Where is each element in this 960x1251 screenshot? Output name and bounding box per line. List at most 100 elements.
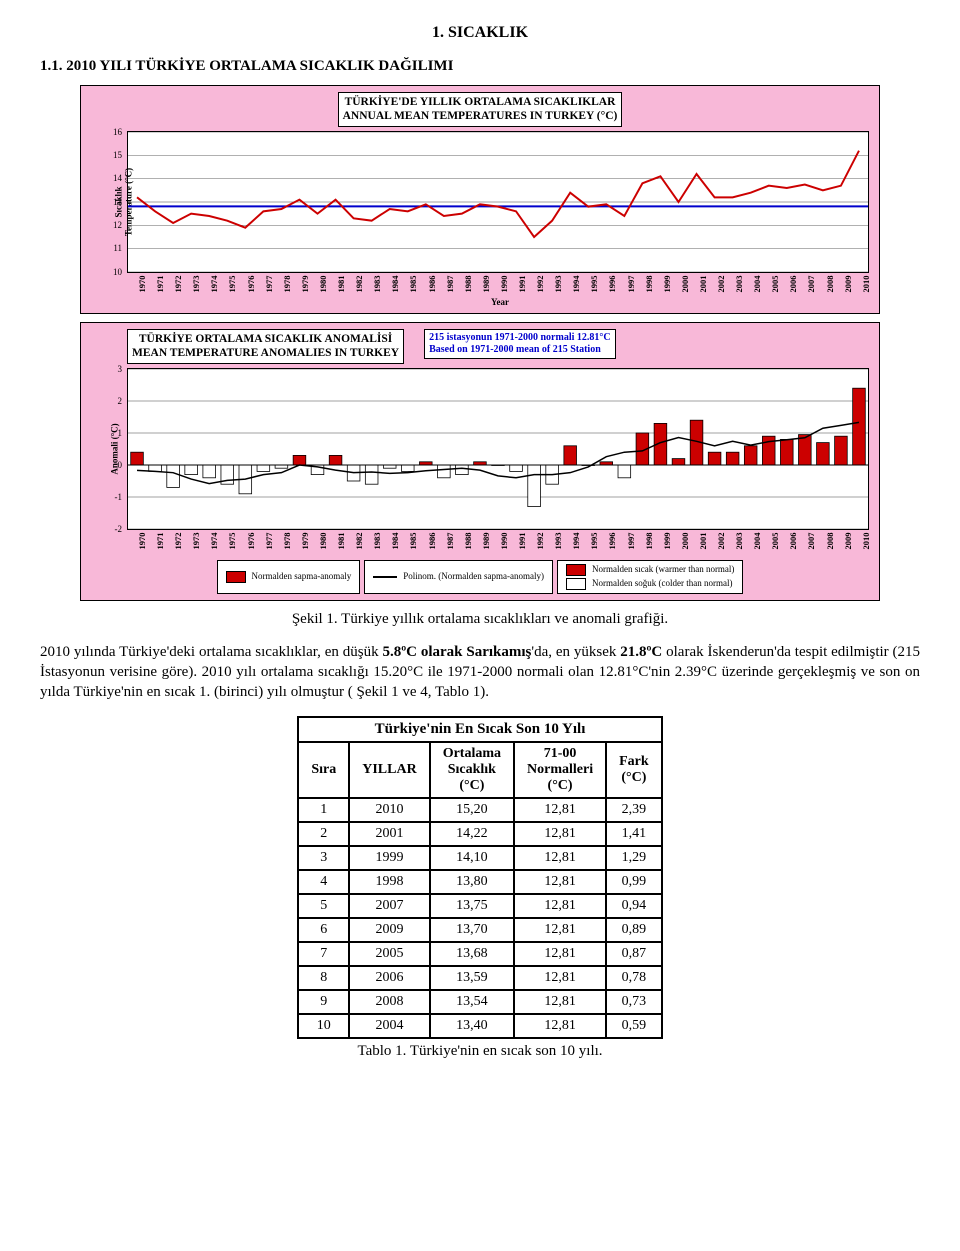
table-caption: Tablo 1. Türkiye'nin en sıcak son 10 yıl… [40,1043,920,1060]
table-cell: 13,68 [430,942,514,966]
chart-1-xlabel: Year [127,297,873,307]
table-row: 7200513,6812,810,87 [298,942,661,966]
para-1a: 2010 yılında Türkiye'deki ortalama sıcak… [40,644,382,660]
table-cell: 3 [298,846,349,870]
table-cell: 0,94 [606,894,662,918]
table-cell: 13,80 [430,870,514,894]
swatch-line-icon [373,576,397,578]
body-paragraph: 2010 yılında Türkiye'deki ortalama sıcak… [40,642,920,703]
legend-anomaly: Normalden sapma-anomaly [217,560,361,594]
table-cell: 10 [298,1014,349,1038]
table-cell: 12,81 [514,966,606,990]
table-cell: 15,20 [430,798,514,822]
chart-1-title: TÜRKİYE'DE YILLIK ORTALAMA SICAKLIKLAR A… [338,92,623,127]
table-row: 4199813,8012,810,99 [298,870,661,894]
table-cell: 2009 [349,918,429,942]
chart-1-title-line1: TÜRKİYE'DE YILLIK ORTALAMA SICAKLIKLAR [345,96,616,108]
chart-1-title-line2: ANNUAL MEAN TEMPERATURES IN TURKEY (°C) [343,110,618,122]
table-cell: 0,78 [606,966,662,990]
table-cell: 12,81 [514,822,606,846]
para-1b: 5.8ºC olarak Sarıkamış [382,644,531,660]
chart-2-legend: Normalden sapma-anomaly Polinom. (Normal… [127,560,833,594]
table-cell: 12,81 [514,990,606,1014]
legend-trend: Polinom. (Normalden sapma-anomaly) [364,560,553,594]
table-cell: 12,81 [514,798,606,822]
table-cell: 2 [298,822,349,846]
swatch-red-icon [226,571,246,583]
table-cell: 1,29 [606,846,662,870]
table-col-ortalama: Ortalama Sıcaklık (°C) [430,742,514,798]
table-cell: 9 [298,990,349,1014]
table-col-fark: Fark (°C) [606,742,662,798]
chart-2-note-line2: Based on 1971-2000 mean of 215 Station [429,344,601,355]
swatch-warm-icon [566,564,586,576]
table-row: 10200413,4012,810,59 [298,1014,661,1038]
chart-1-svg [128,132,868,272]
legend-cold-label: Normalden soğuk (colder than normal) [592,578,732,589]
table-cell: 7 [298,942,349,966]
table-cell: 2,39 [606,798,662,822]
table-cell: 2010 [349,798,429,822]
table-row: 8200613,5912,810,78 [298,966,661,990]
table-cell: 2005 [349,942,429,966]
table-cell: 12,81 [514,918,606,942]
table-cell: 4 [298,870,349,894]
table-cell: 13,40 [430,1014,514,1038]
table-cell: 1999 [349,846,429,870]
table-col-sira: Sıra [298,742,349,798]
chart-2-title-line2: MEAN TEMPERATURE ANOMALIES IN TURKEY [132,347,399,359]
table-row: 3199914,1012,811,29 [298,846,661,870]
table-cell: 5 [298,894,349,918]
table-cell: 2006 [349,966,429,990]
table-row: 9200813,5412,810,73 [298,990,661,1014]
table-cell: 2004 [349,1014,429,1038]
chart-2-yticks: -2-10123 [106,369,124,529]
chart-2-svg [128,369,868,529]
figure-caption: Şekil 1. Türkiye yıllık ortalama sıcaklı… [40,611,920,628]
chart-2-plot: Anomali (°C) -2-10123 [127,368,869,530]
table-cell: 12,81 [514,846,606,870]
chart-2-note-line1: 215 istasyonun 1971-2000 normali 12.81°C [429,332,611,343]
table-cell: 14,10 [430,846,514,870]
table-cell: 0,59 [606,1014,662,1038]
table-cell: 0,99 [606,870,662,894]
table-row: 5200713,7512,810,94 [298,894,661,918]
table-col-normal: 71-00 Normalleri (°C) [514,742,606,798]
table-cell: 1998 [349,870,429,894]
table-body: 1201015,2012,812,392200114,2212,811,4131… [298,798,661,1038]
table-cell: 12,81 [514,894,606,918]
legend-trend-label: Polinom. (Normalden sapma-anomaly) [403,571,544,582]
table-cell: 13,59 [430,966,514,990]
table-cell: 12,81 [514,942,606,966]
chart-1-yticks: 10111213141516 [106,132,124,272]
table-cell: 1 [298,798,349,822]
chart-2-xticks: 1970197119721973197419751976197719781979… [127,530,869,552]
table-cell: 13,54 [430,990,514,1014]
table-col-yillar: YILLAR [349,742,429,798]
table-row: 6200913,7012,810,89 [298,918,661,942]
chart-2-title-line1: TÜRKİYE ORTALAMA SICAKLIK ANOMALİSİ [139,333,392,345]
table-cell: 0,73 [606,990,662,1014]
legend-warm-label: Normalden sıcak (warmer than normal) [592,564,734,575]
legend-anomaly-label: Normalden sapma-anomaly [252,571,352,582]
chart-2-container: TÜRKİYE ORTALAMA SICAKLIK ANOMALİSİ MEAN… [80,322,880,601]
chart-2-title: TÜRKİYE ORTALAMA SICAKLIK ANOMALİSİ MEAN… [127,329,404,364]
table-cell: 2008 [349,990,429,1014]
table-title: Türkiye'nin En Sıcak Son 10 Yılı [298,717,661,742]
table-cell: 2007 [349,894,429,918]
chart-1-plot: SıcaklıkTemperature (°C) 10111213141516 [127,131,869,273]
table-cell: 0,89 [606,918,662,942]
table-cell: 14,22 [430,822,514,846]
table-row: 2200114,2212,811,41 [298,822,661,846]
table-cell: 1,41 [606,822,662,846]
table-cell: 8 [298,966,349,990]
table-cell: 13,70 [430,918,514,942]
chart-2-note: 215 istasyonun 1971-2000 normali 12.81°C… [424,329,616,359]
swatch-cold-icon [566,578,586,590]
table-cell: 12,81 [514,1014,606,1038]
legend-warm-cold: Normalden sıcak (warmer than normal) Nor… [557,560,743,594]
table-cell: 12,81 [514,870,606,894]
para-1d: 21.8ºC [620,644,662,660]
table-cell: 2001 [349,822,429,846]
chart-1-container: TÜRKİYE'DE YILLIK ORTALAMA SICAKLIKLAR A… [80,85,880,314]
